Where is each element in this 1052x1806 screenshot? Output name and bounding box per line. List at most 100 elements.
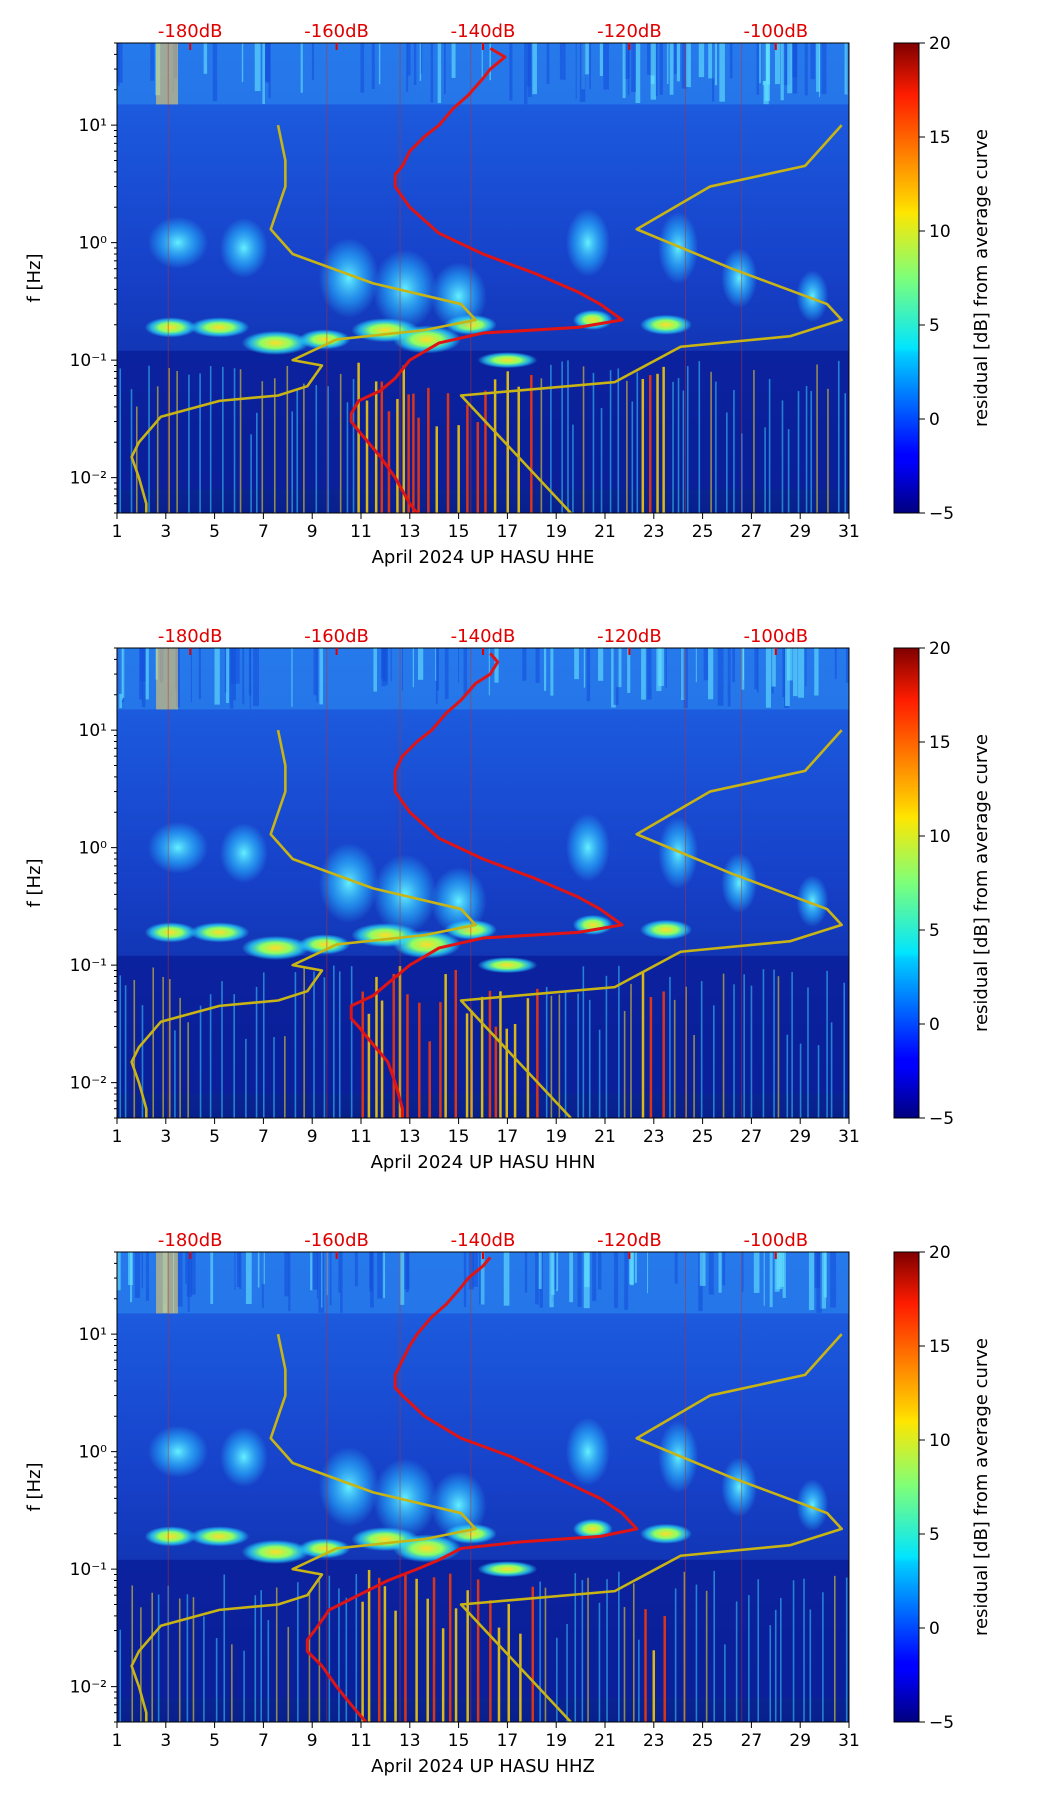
transient-streak bbox=[698, 361, 701, 513]
psd-curve-nhnm bbox=[459, 124, 843, 513]
transient-streak bbox=[662, 991, 665, 1118]
hf-texture bbox=[650, 43, 657, 100]
transient-streak bbox=[262, 972, 265, 1118]
hf-texture bbox=[707, 648, 714, 700]
transient-streak bbox=[722, 973, 725, 1118]
db-label: -180dB bbox=[158, 21, 223, 42]
transient-streak bbox=[484, 390, 487, 513]
transient-streak bbox=[733, 984, 735, 1118]
transient-streak bbox=[355, 1574, 358, 1722]
hf-texture bbox=[686, 43, 691, 88]
hf-texture bbox=[782, 648, 785, 698]
hf-texture bbox=[816, 1252, 822, 1313]
transient-streak bbox=[715, 381, 717, 513]
transient-streak bbox=[417, 417, 420, 513]
hf-texture bbox=[844, 43, 848, 95]
transient-streak bbox=[791, 972, 793, 1118]
hf-texture bbox=[669, 43, 674, 95]
hf-texture bbox=[254, 43, 261, 92]
noise-blob bbox=[430, 262, 487, 331]
hf-texture bbox=[385, 648, 388, 685]
hf-texture bbox=[310, 1252, 313, 1291]
y-axis-label: f [Hz] bbox=[24, 1462, 45, 1511]
transient-streak bbox=[119, 975, 122, 1118]
hf-texture bbox=[257, 1252, 260, 1288]
transient-streak bbox=[267, 1620, 270, 1722]
colorbar-tick-label: 5 bbox=[929, 1525, 940, 1545]
noise-blob bbox=[219, 218, 268, 279]
transient-streak bbox=[377, 1577, 381, 1722]
colorbar-tick-label: −5 bbox=[929, 1713, 954, 1733]
transient-streak bbox=[636, 372, 639, 513]
noise-blob bbox=[796, 875, 829, 928]
microseism-blob bbox=[241, 1539, 310, 1564]
hf-texture bbox=[821, 43, 827, 95]
transient-streak bbox=[346, 402, 349, 513]
x-tick-label: 19 bbox=[545, 1127, 567, 1147]
transient-streak bbox=[713, 1570, 716, 1722]
transient-streak bbox=[693, 1034, 695, 1118]
colorbar-tick-label: −5 bbox=[929, 504, 954, 524]
hf-texture bbox=[779, 1252, 785, 1287]
noise-blob bbox=[565, 813, 610, 882]
db-label: -100dB bbox=[743, 1230, 808, 1251]
x-tick-label: 9 bbox=[307, 1731, 318, 1751]
transient-streak bbox=[465, 1013, 469, 1118]
hf-texture bbox=[458, 648, 460, 683]
transient-streak bbox=[807, 987, 809, 1118]
hf-texture bbox=[659, 43, 663, 95]
hf-texture bbox=[430, 43, 434, 103]
transient-streak bbox=[638, 1639, 640, 1722]
transient-streak bbox=[273, 378, 276, 513]
hf-texture bbox=[787, 648, 793, 681]
hf-texture bbox=[646, 43, 653, 75]
microseism-blob bbox=[640, 919, 692, 940]
psd-curve-nlnm bbox=[130, 729, 477, 1118]
hf-texture bbox=[313, 648, 317, 696]
noise-blob bbox=[721, 248, 758, 308]
hf-texture bbox=[176, 1252, 183, 1307]
hf-texture bbox=[575, 43, 577, 99]
transient-streak bbox=[550, 995, 553, 1118]
hf-texture bbox=[451, 43, 456, 78]
transient-streak bbox=[567, 360, 569, 513]
transient-streak bbox=[284, 1036, 286, 1118]
db-label: -120dB bbox=[597, 626, 662, 647]
hf-texture bbox=[321, 1252, 323, 1308]
noise-blob bbox=[318, 1447, 379, 1527]
transient-streak bbox=[318, 1580, 321, 1722]
transient-streak bbox=[674, 1588, 677, 1722]
hf-texture bbox=[592, 1252, 597, 1301]
colorbar-label: residual [dB] from average curve bbox=[971, 1338, 992, 1636]
transient-streak bbox=[392, 973, 395, 1118]
transient-streak bbox=[827, 388, 829, 513]
hf-texture bbox=[413, 43, 417, 85]
colorbar-tick-label: 0 bbox=[929, 1015, 940, 1035]
transient-streak bbox=[644, 1609, 647, 1722]
hf-texture bbox=[577, 1252, 582, 1307]
hf-texture bbox=[754, 648, 758, 690]
transient-streak bbox=[231, 1644, 233, 1722]
hf-texture bbox=[145, 1252, 150, 1301]
colorbar-tick-label: 5 bbox=[929, 316, 940, 336]
y-tick-label: 10⁰ bbox=[79, 234, 108, 254]
hf-texture bbox=[808, 1252, 815, 1311]
transient-streak bbox=[797, 391, 800, 513]
transient-streak bbox=[652, 1650, 656, 1722]
x-tick-label: 11 bbox=[350, 1127, 372, 1147]
hf-warm-patch bbox=[156, 1252, 178, 1314]
transient-streak bbox=[179, 997, 181, 1118]
transient-streak bbox=[428, 1041, 431, 1118]
hf-texture bbox=[769, 1252, 773, 1308]
transient-streak bbox=[426, 1598, 429, 1722]
transient-streak bbox=[448, 1573, 452, 1722]
noise-blob bbox=[565, 1417, 610, 1486]
hf-texture bbox=[641, 648, 646, 700]
transient-streak bbox=[656, 373, 659, 513]
hf-texture bbox=[241, 43, 244, 83]
transient-streak bbox=[308, 1592, 311, 1722]
transient-streak bbox=[192, 1597, 195, 1722]
hf-texture bbox=[711, 43, 715, 102]
x-tick-label: 5 bbox=[209, 1127, 220, 1147]
